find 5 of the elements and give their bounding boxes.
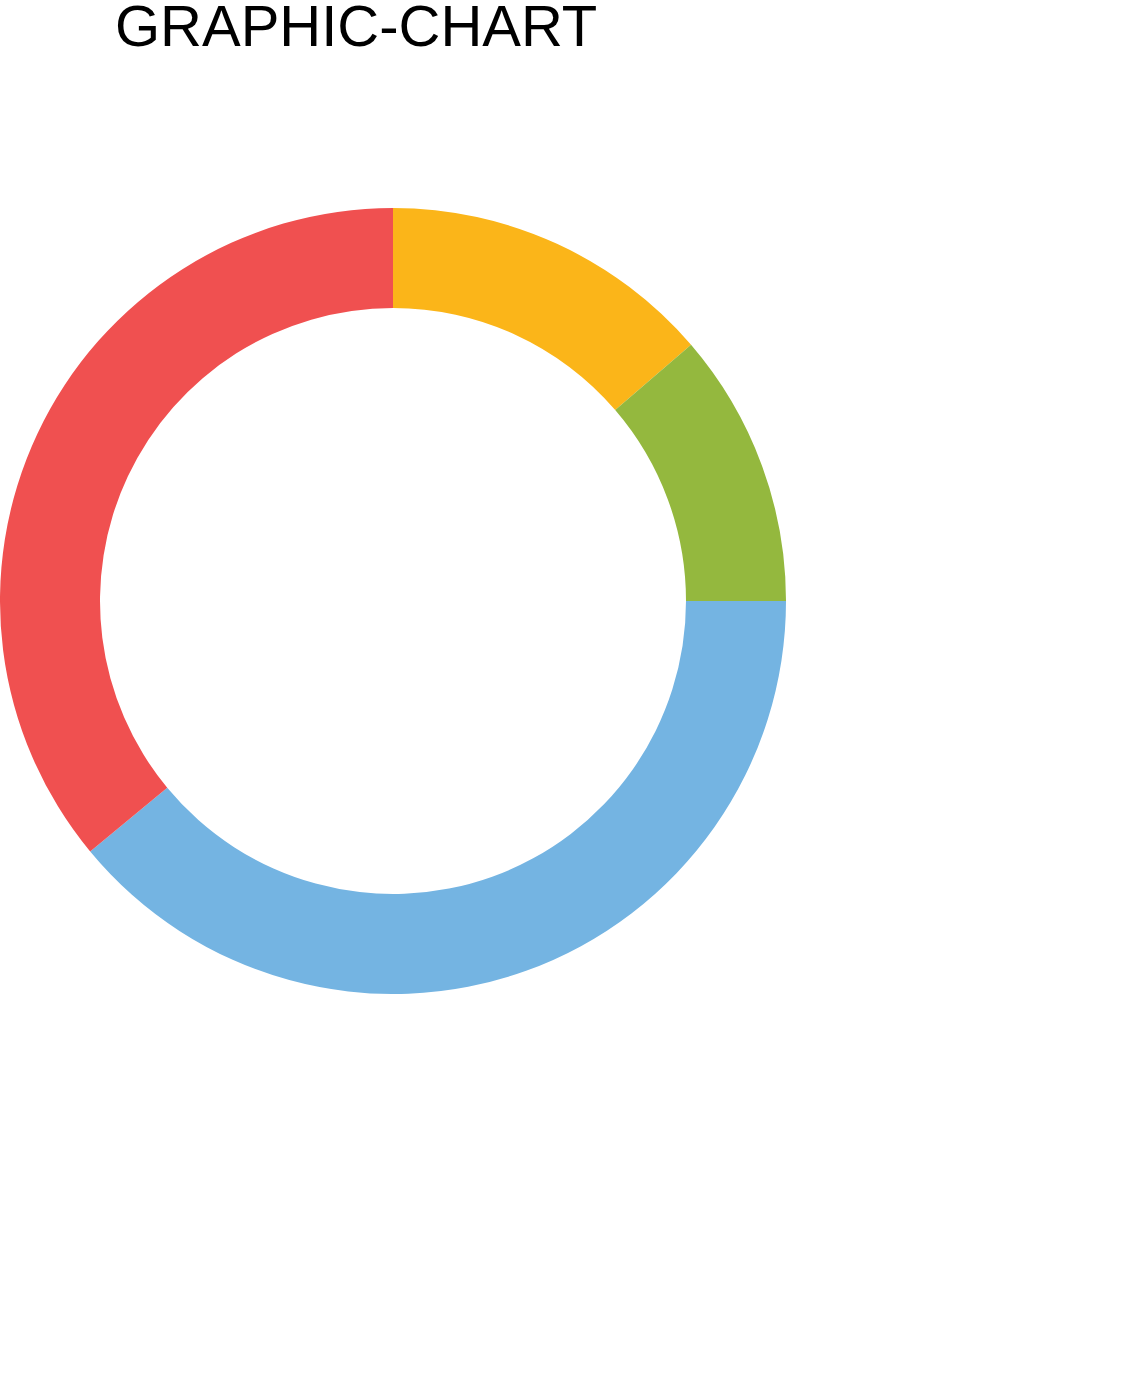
- donut-slice: [615, 344, 786, 601]
- donut-slice: [393, 208, 692, 411]
- chart-title: GRAPHIC-CHART: [115, 0, 598, 58]
- donut-slice: [0, 208, 393, 852]
- donut-slice: [90, 601, 786, 994]
